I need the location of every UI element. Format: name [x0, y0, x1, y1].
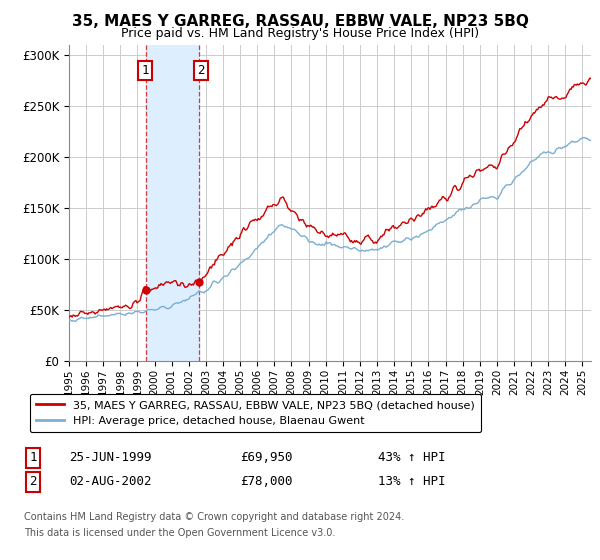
Text: This data is licensed under the Open Government Licence v3.0.: This data is licensed under the Open Gov…	[24, 528, 335, 538]
Text: 1: 1	[141, 64, 149, 77]
Text: 2: 2	[197, 64, 205, 77]
Text: 2: 2	[29, 475, 37, 488]
Text: £69,950: £69,950	[240, 451, 293, 464]
Text: Contains HM Land Registry data © Crown copyright and database right 2024.: Contains HM Land Registry data © Crown c…	[24, 512, 404, 522]
Text: Price paid vs. HM Land Registry's House Price Index (HPI): Price paid vs. HM Land Registry's House …	[121, 27, 479, 40]
Legend: 35, MAES Y GARREG, RASSAU, EBBW VALE, NP23 5BQ (detached house), HPI: Average pr: 35, MAES Y GARREG, RASSAU, EBBW VALE, NP…	[29, 394, 481, 432]
Text: 1: 1	[29, 451, 37, 464]
Bar	[146, 45, 199, 361]
Text: 02-AUG-2002: 02-AUG-2002	[69, 475, 151, 488]
Text: 25-JUN-1999: 25-JUN-1999	[69, 451, 151, 464]
Text: £78,000: £78,000	[240, 475, 293, 488]
Text: 43% ↑ HPI: 43% ↑ HPI	[378, 451, 445, 464]
Text: 13% ↑ HPI: 13% ↑ HPI	[378, 475, 445, 488]
Text: 35, MAES Y GARREG, RASSAU, EBBW VALE, NP23 5BQ: 35, MAES Y GARREG, RASSAU, EBBW VALE, NP…	[71, 14, 529, 29]
